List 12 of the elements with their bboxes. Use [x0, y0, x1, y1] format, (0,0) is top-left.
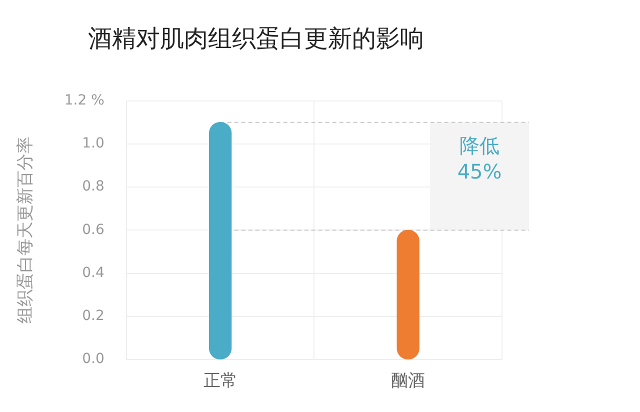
y-tick-label: 0.4 — [82, 264, 105, 281]
x-tick-label: 酗酒 — [391, 371, 426, 392]
y-tick-label: 1.2 % — [64, 92, 104, 108]
y-axis-title: 组织蛋白每天更新百分率 — [16, 136, 36, 324]
y-tick-label: 0.2 — [82, 308, 104, 324]
y-tick-label: 1.0 — [82, 136, 104, 152]
x-tick-label: 正常 — [203, 371, 238, 392]
y-tick-label: 0.0 — [82, 351, 104, 368]
y-tick-label: 0.6 — [82, 222, 105, 238]
chart-title: 酒精对肌肉组织蛋白更新的影响 — [88, 24, 424, 53]
y-tick-label: 0.8 — [82, 178, 104, 195]
band-label: 降低 45% — [457, 133, 502, 184]
